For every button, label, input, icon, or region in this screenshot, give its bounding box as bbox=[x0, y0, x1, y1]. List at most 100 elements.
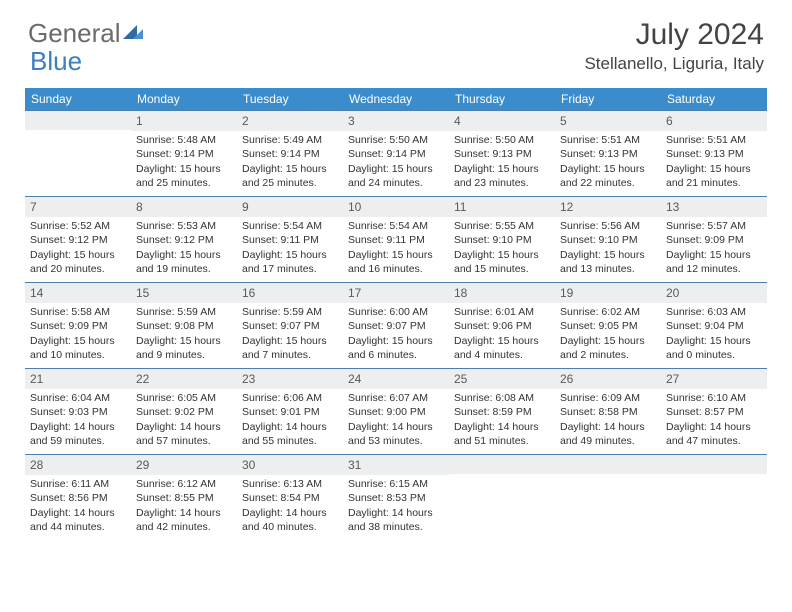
sunrise-line: Sunrise: 5:56 AM bbox=[560, 220, 640, 232]
sunrise-line: Sunrise: 6:15 AM bbox=[348, 478, 428, 490]
day-number: 24 bbox=[343, 369, 449, 389]
day-number: 27 bbox=[661, 369, 767, 389]
sunset-line: Sunset: 9:00 PM bbox=[348, 406, 426, 418]
calendar-day-cell: 28Sunrise: 6:11 AMSunset: 8:56 PMDayligh… bbox=[25, 455, 131, 541]
day-content: Sunrise: 5:54 AMSunset: 9:11 PMDaylight:… bbox=[343, 217, 449, 280]
day-number: 8 bbox=[131, 197, 237, 217]
weekday-header: Wednesday bbox=[343, 88, 449, 111]
day-content: Sunrise: 5:55 AMSunset: 9:10 PMDaylight:… bbox=[449, 217, 555, 280]
calendar-day-cell bbox=[449, 455, 555, 541]
daylight-line: Daylight: 15 hours and 7 minutes. bbox=[242, 335, 327, 361]
day-number: 18 bbox=[449, 283, 555, 303]
sunrise-line: Sunrise: 6:05 AM bbox=[136, 392, 216, 404]
day-content: Sunrise: 6:02 AMSunset: 9:05 PMDaylight:… bbox=[555, 303, 661, 366]
day-content: Sunrise: 6:11 AMSunset: 8:56 PMDaylight:… bbox=[25, 475, 131, 538]
calendar-day-cell: 4Sunrise: 5:50 AMSunset: 9:13 PMDaylight… bbox=[449, 111, 555, 197]
sunset-line: Sunset: 9:09 PM bbox=[666, 234, 744, 246]
day-number: 9 bbox=[237, 197, 343, 217]
weekday-header: Monday bbox=[131, 88, 237, 111]
calendar-week-row: 1Sunrise: 5:48 AMSunset: 9:14 PMDaylight… bbox=[25, 111, 767, 197]
day-content: Sunrise: 5:58 AMSunset: 9:09 PMDaylight:… bbox=[25, 303, 131, 366]
day-content: Sunrise: 5:51 AM Sunset: 9:13 PM Daylight:… bbox=[661, 131, 767, 194]
day-number: 25 bbox=[449, 369, 555, 389]
calendar-day-cell: 31Sunrise: 6:15 AMSunset: 8:53 PMDayligh… bbox=[343, 455, 449, 541]
weekday-header: Tuesday bbox=[237, 88, 343, 111]
sunrise-line: Sunrise: 6:00 AM bbox=[348, 306, 428, 318]
sunrise-line: Sunrise: 5:57 AM bbox=[666, 220, 746, 232]
day-content: Sunrise: 6:15 AMSunset: 8:53 PMDaylight:… bbox=[343, 475, 449, 538]
calendar-day-cell: 18Sunrise: 6:01 AMSunset: 9:06 PMDayligh… bbox=[449, 283, 555, 369]
calendar-day-cell: 20Sunrise: 6:03 AMSunset: 9:04 PMDayligh… bbox=[661, 283, 767, 369]
daylight-line: Daylight: 14 hours and 53 minutes. bbox=[348, 421, 433, 447]
sunrise-line: Sunrise: 6:13 AM bbox=[242, 478, 322, 490]
sunset-line: Sunset: 9:13 PM bbox=[666, 148, 744, 160]
daylight-line: Daylight: 15 hours and 12 minutes. bbox=[666, 249, 751, 275]
sunset-line: Sunset: 9:11 PM bbox=[242, 234, 319, 246]
daylight-line: Daylight: 14 hours and 59 minutes. bbox=[30, 421, 115, 447]
sunset-line: Sunset: 8:56 PM bbox=[30, 492, 108, 504]
calendar-day-cell: 10Sunrise: 5:54 AMSunset: 9:11 PMDayligh… bbox=[343, 197, 449, 283]
day-number: 1 bbox=[131, 111, 237, 131]
daylight-line: Daylight: 15 hours and 9 minutes. bbox=[136, 335, 221, 361]
empty-day bbox=[25, 111, 131, 130]
day-content: Sunrise: 5:57 AM Sunset: 9:09 PM Daylight:… bbox=[661, 217, 767, 280]
day-content: Sunrise: 5:59 AM Sunset: 9:07 PM Daylight:… bbox=[237, 303, 343, 366]
title-block: July 2024 Stellanello, Liguria, Italy bbox=[584, 18, 764, 74]
day-number: 22 bbox=[131, 369, 237, 389]
sunset-line: Sunset: 9:14 PM bbox=[242, 148, 320, 160]
daylight-line: Daylight: 15 hours and 23 minutes. bbox=[454, 163, 539, 189]
day-content: Sunrise: 5:49 AMSunset: 9:14 PMDaylight:… bbox=[237, 131, 343, 194]
day-content: Sunrise: 5:51 AMSunset: 9:13 PMDaylight:… bbox=[555, 131, 661, 194]
sunset-line: Sunset: 9:02 PM bbox=[136, 406, 214, 418]
daylight-line: Daylight: 15 hours and 10 minutes. bbox=[30, 335, 115, 361]
sunrise-line: Sunrise: 6:10 AM bbox=[666, 392, 746, 404]
sunrise-line: Sunrise: 6:12 AM bbox=[136, 478, 216, 490]
sunset-line: Sunset: 9:11 PM bbox=[348, 234, 425, 246]
sunrise-line: Sunrise: 5:54 AM bbox=[348, 220, 428, 232]
sunrise-line: Sunrise: 5:54 AM bbox=[242, 220, 322, 232]
day-number: 30 bbox=[237, 455, 343, 475]
sunrise-line: Sunrise: 5:51 AM bbox=[666, 134, 746, 146]
day-content: Sunrise: 5:53 AMSunset: 9:12 PMDaylight:… bbox=[131, 217, 237, 280]
calendar-day-cell: 9Sunrise: 5:54 AMSunset: 9:11 PMDaylight… bbox=[237, 197, 343, 283]
day-number: 23 bbox=[237, 369, 343, 389]
daylight-line: Daylight: 14 hours and 42 minutes. bbox=[136, 507, 221, 533]
sunrise-line: Sunrise: 6:07 AM bbox=[348, 392, 428, 404]
day-content: Sunrise: 6:01 AMSunset: 9:06 PMDaylight:… bbox=[449, 303, 555, 366]
logo-text-blue: Blue bbox=[30, 46, 82, 77]
sunset-line: Sunset: 8:58 PM bbox=[560, 406, 638, 418]
daylight-line: Daylight: 14 hours and 40 minutes. bbox=[242, 507, 327, 533]
day-content: Sunrise: 5:50 AM Sunset: 9:13 PM Daylight:… bbox=[449, 131, 555, 194]
daylight-line: Daylight: 15 hours and 2 minutes. bbox=[560, 335, 645, 361]
logo: General bbox=[28, 18, 151, 49]
daylight-line: Daylight: 15 hours and 21 minutes. bbox=[666, 163, 751, 189]
sunset-line: Sunset: 9:12 PM bbox=[136, 234, 214, 246]
calendar-day-cell: 17Sunrise: 6:00 AMSunset: 9:07 PMDayligh… bbox=[343, 283, 449, 369]
sunrise-line: Sunrise: 5:50 AM bbox=[454, 134, 534, 146]
calendar-day-cell: 22 Sunrise: 6:05 AM Sunset: 9:02 PM Dayligh… bbox=[131, 369, 237, 455]
sunset-line: Sunset: 9:04 PM bbox=[666, 320, 744, 332]
calendar-day-cell: 1Sunrise: 5:48 AMSunset: 9:14 PMDaylight… bbox=[131, 111, 237, 197]
weekday-header: Thursday bbox=[449, 88, 555, 111]
daylight-line: Daylight: 15 hours and 24 minutes. bbox=[348, 163, 433, 189]
sunset-line: Sunset: 9:07 PM bbox=[242, 320, 320, 332]
calendar-week-row: 14Sunrise: 5:58 AMSunset: 9:09 PMDayligh… bbox=[25, 283, 767, 369]
location: Stellanello, Liguria, Italy bbox=[584, 54, 764, 74]
calendar-day-cell: 2Sunrise: 5:49 AMSunset: 9:14 PMDaylight… bbox=[237, 111, 343, 197]
daylight-line: Daylight: 14 hours and 57 minutes. bbox=[136, 421, 221, 447]
calendar-day-cell bbox=[25, 111, 131, 197]
sunset-line: Sunset: 8:54 PM bbox=[242, 492, 320, 504]
sunset-line: Sunset: 9:14 PM bbox=[136, 148, 214, 160]
calendar-day-cell: 27Sunrise: 6:10 AMSunset: 8:57 PMDayligh… bbox=[661, 369, 767, 455]
sunrise-line: Sunrise: 5:59 AM bbox=[242, 306, 322, 318]
sunset-line: Sunset: 9:13 PM bbox=[454, 148, 532, 160]
daylight-line: Daylight: 15 hours and 20 minutes. bbox=[30, 249, 115, 275]
calendar-day-cell bbox=[661, 455, 767, 541]
daylight-line: Daylight: 15 hours and 19 minutes. bbox=[136, 249, 221, 275]
sunrise-line: Sunrise: 5:52 AM bbox=[30, 220, 110, 232]
day-number: 7 bbox=[25, 197, 131, 217]
day-number: 10 bbox=[343, 197, 449, 217]
calendar-day-cell: 7Sunrise: 5:52 AMSunset: 9:12 PMDaylight… bbox=[25, 197, 131, 283]
daylight-line: Daylight: 15 hours and 22 minutes. bbox=[560, 163, 645, 189]
day-number: 6 bbox=[661, 111, 767, 131]
